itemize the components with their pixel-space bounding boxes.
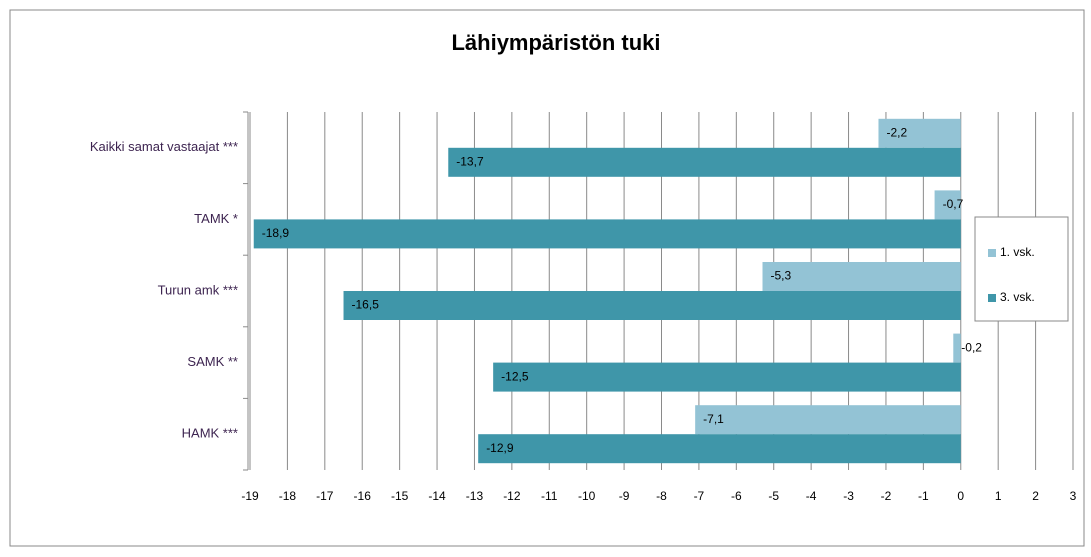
value-label: -0,2 <box>961 340 982 354</box>
y-tick-label: TAMK * <box>194 211 238 226</box>
x-tick-label: -7 <box>694 489 705 503</box>
y-tick-label: Turun amk *** <box>158 282 238 297</box>
x-tick-label: 1 <box>995 489 1002 503</box>
y-tick-label: Kaikki samat vastaajat *** <box>90 139 238 154</box>
x-tick-label: -12 <box>503 489 521 503</box>
x-tick-label: -18 <box>279 489 297 503</box>
legend-swatch <box>988 294 996 302</box>
x-tick-label: -8 <box>656 489 667 503</box>
x-tick-label: -1 <box>918 489 929 503</box>
value-label: -13,7 <box>456 154 484 168</box>
x-tick-label: 2 <box>1032 489 1039 503</box>
x-tick-label: -14 <box>428 489 446 503</box>
x-tick-label: 3 <box>1070 489 1077 503</box>
x-tick-label: -19 <box>241 489 259 503</box>
x-tick-label: -15 <box>391 489 409 503</box>
bar <box>493 362 961 392</box>
value-label: -5,3 <box>771 269 792 283</box>
bar <box>953 333 961 363</box>
value-label: -18,9 <box>262 226 290 240</box>
x-tick-label: -13 <box>466 489 484 503</box>
chart-title: Lähiympäristön tuki <box>451 30 660 55</box>
x-tick-label: -3 <box>843 489 854 503</box>
bar <box>695 405 961 435</box>
bar <box>253 219 961 249</box>
value-label: -12,5 <box>501 369 529 383</box>
bar <box>448 147 961 177</box>
legend-label: 3. vsk. <box>1000 290 1035 304</box>
bar <box>934 190 961 220</box>
x-tick-label: -6 <box>731 489 742 503</box>
x-tick-label: -11 <box>541 489 558 503</box>
x-tick-label: -5 <box>768 489 779 503</box>
legend-label: 1. vsk. <box>1000 245 1035 259</box>
bar <box>343 291 961 320</box>
x-tick-label: -9 <box>619 489 630 503</box>
y-tick-label: HAMK *** <box>182 426 238 441</box>
bar <box>478 434 961 464</box>
y-tick-label: SAMK ** <box>187 354 238 369</box>
x-tick-label: -16 <box>354 489 372 503</box>
bar <box>878 118 961 148</box>
value-label: -12,9 <box>486 441 514 455</box>
value-label: -7,1 <box>703 412 724 426</box>
legend-swatch <box>988 249 996 257</box>
x-tick-label: -4 <box>806 489 817 503</box>
x-tick-label: 0 <box>957 489 964 503</box>
value-label: -16,5 <box>352 298 380 312</box>
value-label: -0,7 <box>943 197 964 211</box>
value-label: -2,2 <box>886 125 907 139</box>
x-tick-label: -17 <box>316 489 334 503</box>
bar <box>762 262 961 291</box>
legend <box>974 216 1069 322</box>
x-tick-label: -2 <box>881 489 892 503</box>
x-tick-label: -10 <box>578 489 596 503</box>
